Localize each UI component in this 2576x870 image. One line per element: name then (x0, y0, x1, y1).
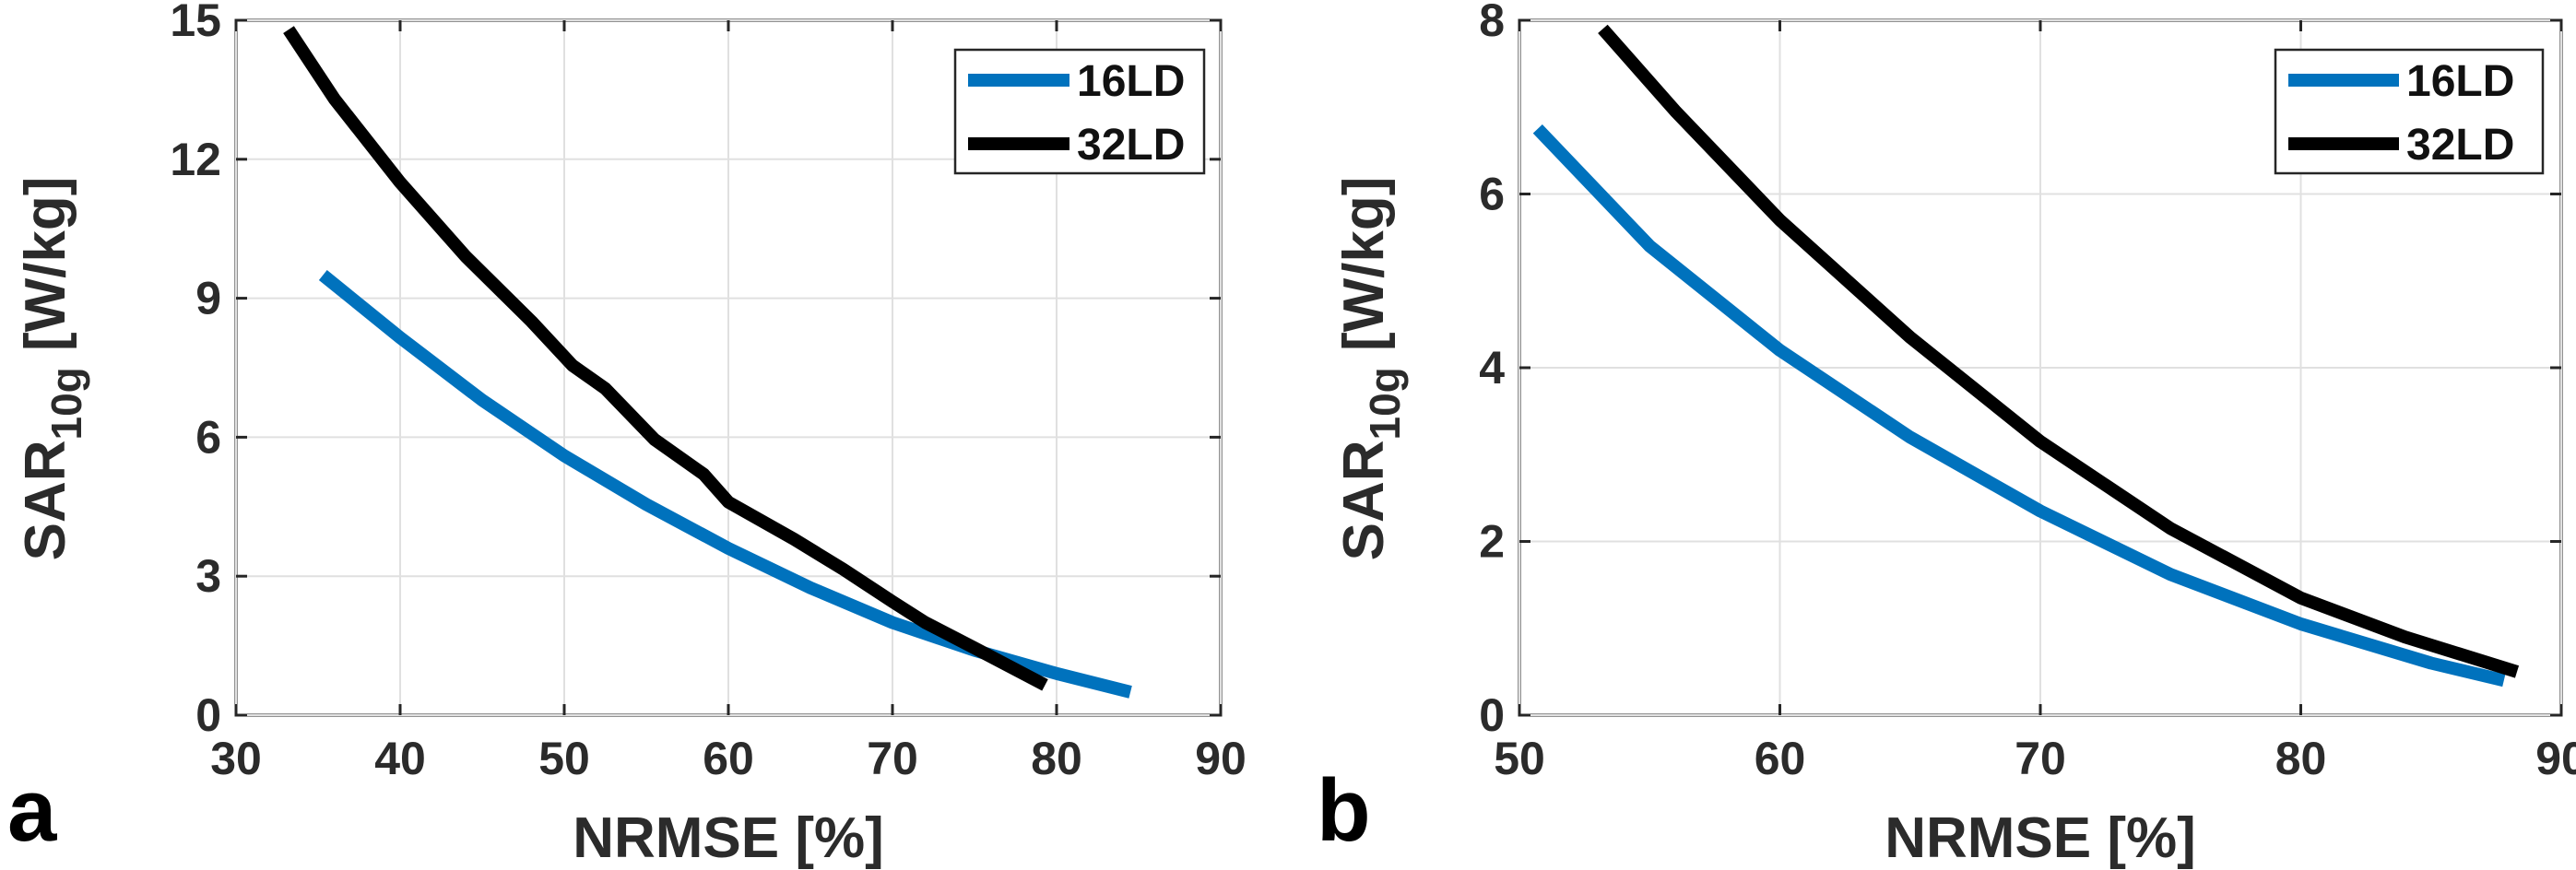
y-tick-label: 12 (170, 134, 221, 185)
y-axis-label-main-a: SAR (14, 440, 77, 560)
x-axis-label-b: NRMSE [%] (1885, 806, 2196, 870)
x-tick-label: 60 (1755, 733, 1806, 784)
y-tick-label: 6 (1479, 169, 1505, 220)
series-line-32ld (1598, 24, 2520, 678)
y-tick-label: 9 (195, 273, 221, 324)
legend-label-16ld-b: 16LD (2406, 57, 2514, 106)
x-tick-label: 90 (1195, 733, 1247, 784)
y-tick-label: 4 (1479, 342, 1505, 394)
x-tick-label: 50 (1494, 733, 1545, 784)
y-tick-label: 0 (195, 689, 221, 741)
x-tick-label: 60 (703, 733, 754, 784)
series-line-32ld (283, 26, 1048, 691)
y-axis-label-main-b: SAR (1332, 440, 1396, 560)
panel-label-a: a (7, 761, 57, 860)
legend-label-32ld-a: 32LD (1077, 121, 1185, 170)
y-tick-label: 6 (195, 411, 221, 463)
x-tick-label: 80 (1031, 733, 1082, 784)
x-tick-label: 90 (2535, 733, 2576, 784)
series-a (283, 26, 1132, 699)
x-axis-label-a: NRMSE [%] (573, 806, 884, 870)
legend-box-b (2274, 48, 2545, 175)
legend-a: 16LD 32LD (953, 48, 1206, 175)
ticks-b: 50 60 70 80 90 0 2 4 6 8 (1479, 0, 2576, 784)
series-line-16ld (1532, 123, 2506, 688)
y-axis-label-b: SAR10g [W/kg] (1332, 177, 1409, 561)
legend-label-32ld-b: 32LD (2406, 121, 2514, 170)
legend-box-a (953, 48, 1206, 175)
y-tick-label: 8 (1479, 0, 1505, 46)
panel-label-b: b (1317, 761, 1371, 860)
x-tick-label: 30 (210, 733, 262, 784)
y-axis-label-sub-a: 10g (42, 367, 90, 440)
y-axis-label-unit-b: [W/kg] (1332, 177, 1396, 368)
y-tick-label: 3 (195, 550, 221, 602)
x-tick-label: 70 (867, 733, 918, 784)
ticks-a: 30 40 50 60 70 80 90 0 3 6 9 12 15 (170, 0, 1246, 784)
legend-label-16ld-a: 16LD (1077, 57, 1185, 106)
chart-panel-a: 30 40 50 60 70 80 90 0 3 6 9 12 15 16LD 32LD NRMSE [… (7, 0, 1247, 870)
y-axis-label-unit-a: [W/kg] (14, 177, 77, 368)
y-axis-label-a: SAR10g [W/kg] (14, 177, 90, 561)
y-tick-label: 2 (1479, 516, 1505, 568)
y-axis-label-sub-b: 10g (1361, 367, 1409, 440)
x-tick-label: 80 (2275, 733, 2327, 784)
y-tick-label: 0 (1479, 689, 1505, 741)
x-tick-label: 40 (374, 733, 426, 784)
y-tick-label: 15 (170, 0, 221, 46)
x-tick-label: 70 (2015, 733, 2066, 784)
legend-b: 16LD 32LD (2274, 48, 2545, 175)
series-b (1532, 24, 2520, 688)
x-tick-label: 50 (538, 733, 590, 784)
